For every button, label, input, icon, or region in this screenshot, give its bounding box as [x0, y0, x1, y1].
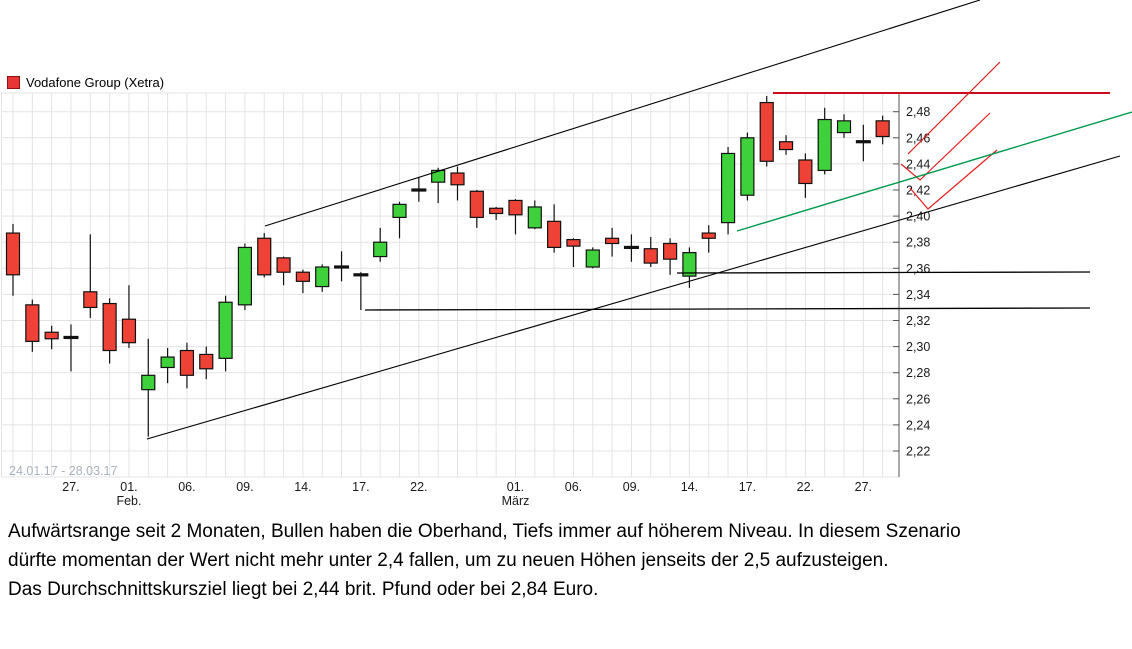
- svg-text:2,46: 2,46: [906, 131, 930, 145]
- svg-text:Feb.: Feb.: [116, 494, 141, 508]
- svg-text:09.: 09.: [623, 480, 640, 494]
- svg-text:06.: 06.: [178, 480, 195, 494]
- svg-text:14.: 14.: [294, 480, 311, 494]
- svg-text:17.: 17.: [739, 480, 756, 494]
- svg-text:2,22: 2,22: [906, 445, 930, 459]
- svg-text:24.01.17 - 28.03.17: 24.01.17 - 28.03.17: [9, 464, 117, 478]
- svg-text:01.: 01.: [120, 480, 137, 494]
- commentary-line: Aufwärtsrange seit 2 Monaten, Bullen hab…: [8, 521, 961, 542]
- svg-text:2,26: 2,26: [906, 392, 930, 406]
- commentary-line: Das Durchschnittskursziel liegt bei 2,44…: [8, 579, 599, 600]
- svg-text:22.: 22.: [797, 480, 814, 494]
- svg-text:2,24: 2,24: [906, 418, 930, 432]
- svg-text:22.: 22.: [410, 480, 427, 494]
- svg-text:2,30: 2,30: [906, 340, 930, 354]
- svg-text:2,44: 2,44: [906, 157, 930, 171]
- svg-text:06.: 06.: [565, 480, 582, 494]
- svg-text:01.: 01.: [507, 480, 524, 494]
- candlestick-chart: 2,222,242,262,282,302,322,342,362,382,40…: [1, 0, 1132, 508]
- svg-text:2,34: 2,34: [906, 288, 930, 302]
- svg-text:2,48: 2,48: [906, 105, 930, 119]
- svg-text:27.: 27.: [855, 480, 872, 494]
- svg-text:2,28: 2,28: [906, 366, 930, 380]
- series-color-swatch-icon: [7, 76, 20, 89]
- svg-text:14.: 14.: [681, 480, 698, 494]
- legend-label: Vodafone Group (Xetra): [26, 75, 165, 90]
- analysis-commentary: Aufwärtsrange seit 2 Monaten, Bullen hab…: [8, 517, 1123, 604]
- svg-text:27.: 27.: [62, 480, 79, 494]
- svg-text:09.: 09.: [236, 480, 253, 494]
- svg-text:17.: 17.: [352, 480, 369, 494]
- svg-text:2,42: 2,42: [906, 184, 930, 198]
- svg-text:2,36: 2,36: [906, 262, 930, 276]
- svg-text:2,38: 2,38: [906, 236, 930, 250]
- svg-text:2,32: 2,32: [906, 314, 930, 328]
- legend: Vodafone Group (Xetra): [7, 75, 164, 90]
- svg-text:März: März: [502, 494, 530, 508]
- commentary-line: dürfte momentan der Wert nicht mehr unte…: [8, 550, 889, 571]
